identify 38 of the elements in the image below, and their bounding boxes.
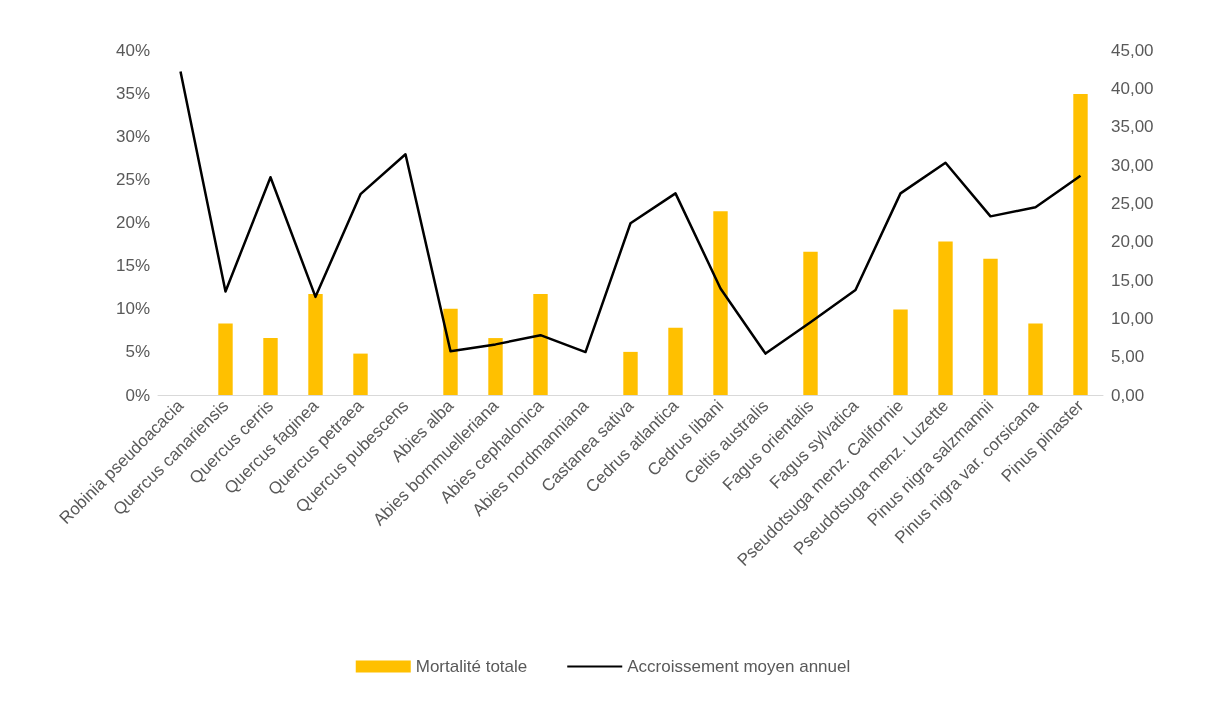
y2-tick-label: 45,00 [1111,40,1154,60]
y-tick-label: 15% [115,256,150,276]
bar [1073,93,1088,395]
y2-tick-label: 40,00 [1111,78,1154,98]
bar [803,251,818,395]
bar [488,338,503,395]
bar [263,338,278,395]
y-tick-label: 30% [115,126,150,146]
bar [983,258,998,395]
bar [218,323,233,395]
bar [353,353,368,395]
y2-tick-label: 35,00 [1111,117,1154,137]
bar [1028,323,1043,395]
bar [713,211,728,395]
y-tick-label: 20% [115,213,150,232]
y2-tick-label: 0,00 [1111,385,1145,405]
y-tick-label: 40% [115,40,150,60]
bar [893,309,908,395]
y2-tick-label: 20,00 [1111,232,1154,252]
y2-tick-label: 30,00 [1111,155,1154,175]
y-tick-label: 35% [115,83,150,103]
line-series [179,70,1082,355]
y-tick-label: 10% [115,299,150,319]
y2-tick-label: 25,00 [1111,193,1154,213]
y-tick-label: 25% [115,169,150,189]
bar [443,308,458,395]
bar [938,241,953,395]
legend-label: Mortalité totale [415,657,528,676]
y2-tick-label: 10,00 [1111,308,1154,328]
bar [533,294,548,395]
y-tick-label: 0% [125,385,150,405]
bar [623,351,638,395]
legend-label: Accroissement moyen annuel [627,657,851,676]
bar [668,327,683,395]
bar [308,294,323,395]
y2-tick-label: 15,00 [1111,270,1154,290]
y2-tick-label: 5,00 [1111,347,1145,367]
y-tick-label: 5% [125,342,150,362]
